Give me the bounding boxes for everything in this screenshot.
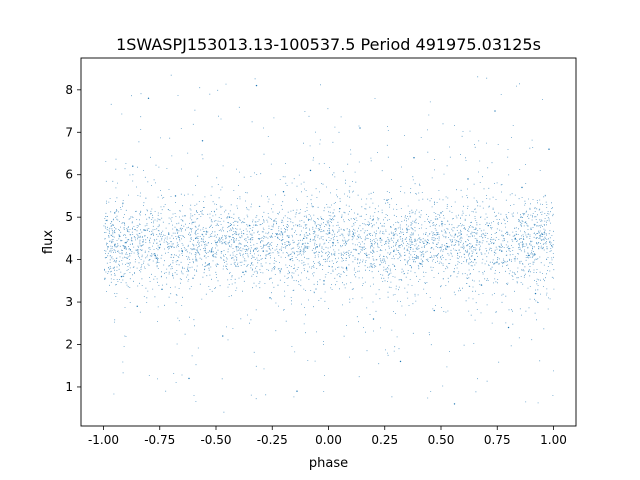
scatter-point [181,250,183,252]
scatter-point [534,292,537,295]
scatter-point [386,199,388,201]
scatter-point [228,216,231,218]
scatter-point [255,84,258,87]
scatter-point [323,280,325,282]
scatter-point [433,309,435,312]
scatter-point [107,246,109,248]
scatter-point [125,241,127,244]
scatter-point [447,246,449,248]
scatter-point [480,284,483,286]
scatter-point [188,377,190,380]
scatter-point [262,250,264,252]
scatter-point [501,250,503,252]
y-tick-label: 3 [65,295,73,309]
scatter-point [339,207,341,210]
x-tick-label: 0.75 [484,433,511,447]
scatter-point [120,275,123,278]
chart-title: 1SWASPJ153013.13-100537.5 Period 491975.… [116,35,541,54]
y-tick-label: 8 [65,83,73,97]
scatter-points [107,84,550,405]
y-tick-label: 6 [65,168,73,182]
scatter-point [136,305,138,308]
x-tick-label: -0.50 [200,433,231,447]
scatter-point [352,233,354,235]
y-axis: 1 2 3 4 5 6 7 8 [65,83,81,394]
scatter-point [147,97,150,100]
scatter-point [132,165,134,167]
scatter-point [143,229,145,231]
scatter-point [195,237,197,240]
y-tick-label: 7 [65,125,73,139]
scatter-point [393,250,395,252]
x-tick-label: -1.00 [88,433,119,447]
y-tick-label: 4 [65,253,73,267]
y-axis-label: flux [41,230,56,254]
scatter-point [548,148,550,150]
scatter-point [208,263,210,265]
x-tick-label: 0.00 [315,433,342,447]
scatter-point [426,241,429,244]
scatter-point [528,254,530,257]
x-tick-label: 0.50 [428,433,455,447]
scatter-point [541,233,543,235]
scatter-point [114,212,116,214]
scatter-point [154,254,156,257]
y-tick-label: 5 [65,210,73,224]
scatter-point [474,258,476,261]
scatter-point [282,191,285,193]
scatter-point [521,186,523,189]
scatter-point [487,224,489,227]
scatter-point [359,127,361,129]
scatter-point [460,233,462,235]
scatter-point [372,318,375,320]
x-tick-label: 0.25 [371,433,398,447]
scatter-point [161,288,163,291]
scatter-point [514,237,516,240]
scatter-point [303,237,305,240]
scatter-point [249,224,251,227]
scatter-point [276,233,278,235]
scatter-point [413,157,415,159]
scatter-point [379,237,381,240]
scatter-point [201,140,204,142]
y-tick-label: 1 [65,380,73,394]
scatter-point [174,195,177,197]
scatter-point [406,229,408,231]
scatter-point [235,246,237,248]
scatter-point [399,360,402,363]
x-tick-label: -0.25 [257,433,288,447]
scatter-point [222,335,224,337]
scatter-point [269,297,271,299]
scatter-point [332,241,334,244]
scatter-point [316,246,318,248]
scatter-point [296,390,298,392]
scatter-point [494,110,496,112]
scatter-point [440,212,442,214]
scatter-point [507,326,510,329]
x-tick-label: -0.75 [144,433,175,447]
scatter-point [420,263,422,265]
scatter-point [453,403,456,405]
scatter-point [345,267,348,269]
x-axis: -1.00 -0.75 -0.50 -0.25 0.00 0.25 0.50 0.75 1.00 [88,426,567,447]
scatter-point [242,271,244,274]
y-tick-label: 2 [65,338,73,352]
scatter-point [215,241,217,244]
scatter-point [309,169,312,172]
scatter-point [467,178,469,180]
scatter-point [366,254,368,257]
scatter-point [289,258,291,261]
x-tick-label: 1.00 [540,433,567,447]
scatter-point [168,233,170,235]
x-axis-label: phase [309,456,348,471]
